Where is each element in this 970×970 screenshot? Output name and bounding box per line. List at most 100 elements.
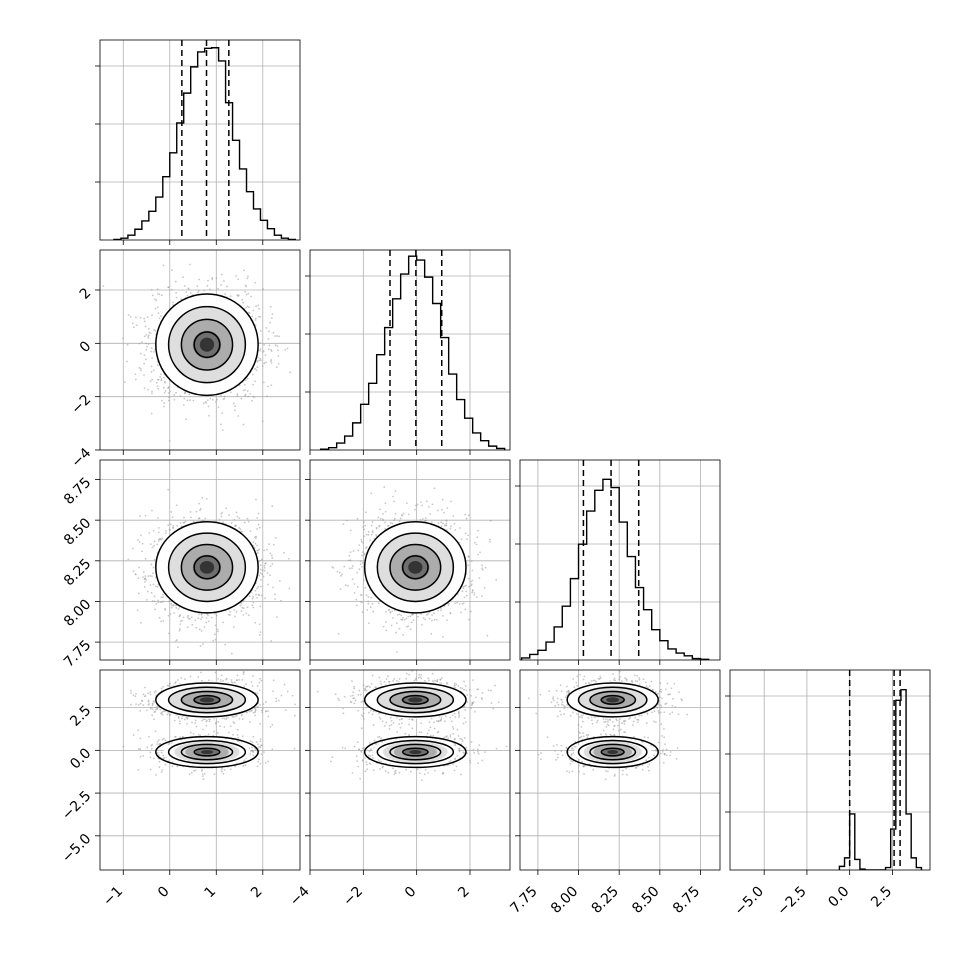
density-layer bbox=[127, 488, 291, 655]
scatter-point bbox=[268, 543, 270, 545]
scatter-point bbox=[151, 314, 153, 317]
scatter-point bbox=[203, 626, 206, 628]
scatter-point bbox=[229, 610, 232, 613]
scatter-point bbox=[147, 575, 150, 577]
scatter-point bbox=[255, 593, 257, 596]
scatter-point bbox=[467, 577, 470, 580]
scatter-point bbox=[265, 326, 268, 329]
scatter-point bbox=[142, 576, 144, 579]
scatter-point bbox=[173, 398, 176, 401]
scatter-point bbox=[351, 578, 354, 581]
scatter-point bbox=[187, 287, 190, 290]
scatter-point bbox=[370, 596, 373, 599]
scatter-point bbox=[169, 523, 172, 526]
scatter-point bbox=[164, 607, 166, 610]
scatter-point bbox=[359, 560, 362, 563]
scatter-point bbox=[269, 565, 272, 568]
scatter-point bbox=[262, 350, 265, 352]
scatter-point bbox=[156, 543, 159, 546]
scatter-point bbox=[175, 639, 178, 641]
scatter-point bbox=[352, 550, 355, 552]
scatter-point bbox=[243, 269, 245, 272]
scatter-point bbox=[371, 602, 374, 605]
scatter-point bbox=[171, 516, 174, 519]
scatter-point bbox=[371, 531, 374, 534]
scatter-point bbox=[458, 603, 461, 605]
scatter-point bbox=[249, 530, 252, 533]
scatter-point bbox=[177, 608, 180, 610]
scatter-point bbox=[152, 583, 155, 586]
scatter-point bbox=[207, 614, 209, 617]
scatter-point bbox=[402, 512, 405, 515]
scatter-point bbox=[144, 575, 147, 578]
scatter-point bbox=[162, 386, 165, 389]
scatter-point bbox=[443, 511, 445, 514]
scatter-point bbox=[232, 402, 235, 405]
scatter-point bbox=[276, 616, 278, 619]
histogram-step bbox=[520, 478, 710, 660]
scatter-point bbox=[470, 584, 473, 587]
scatter-point bbox=[476, 536, 479, 539]
scatter-point bbox=[369, 606, 372, 609]
scatter-point bbox=[153, 350, 155, 353]
scatter-point bbox=[277, 362, 280, 365]
scatter-point bbox=[147, 336, 150, 339]
scatter-point bbox=[271, 557, 274, 559]
scatter-point bbox=[426, 614, 428, 616]
scatter-point bbox=[481, 595, 483, 598]
scatter-point bbox=[174, 640, 177, 643]
scatter-point bbox=[149, 584, 152, 586]
scatter-point bbox=[202, 643, 204, 645]
scatter-point bbox=[393, 519, 395, 522]
scatter-point bbox=[391, 610, 394, 613]
scatter-point bbox=[198, 502, 200, 505]
scatter-point bbox=[368, 622, 370, 625]
scatter-point bbox=[348, 559, 350, 562]
scatter-point bbox=[233, 609, 236, 612]
scatter-point bbox=[276, 335, 279, 337]
scatter-point bbox=[375, 527, 378, 529]
scatter-point bbox=[262, 575, 265, 578]
scatter-point bbox=[160, 378, 163, 380]
scatter-point bbox=[263, 549, 266, 552]
scatter-point bbox=[189, 511, 192, 513]
scatter-point bbox=[481, 564, 483, 567]
scatter-point bbox=[192, 399, 195, 402]
scatter-point bbox=[170, 606, 173, 609]
scatter-point bbox=[178, 628, 181, 630]
scatter-point bbox=[262, 288, 265, 290]
scatter-point bbox=[276, 345, 279, 348]
scatter-point bbox=[139, 316, 142, 319]
scatter-point bbox=[251, 373, 254, 376]
scatter-point bbox=[170, 602, 173, 605]
scatter-point bbox=[250, 295, 253, 298]
scatter-point bbox=[256, 544, 258, 547]
scatter-point bbox=[229, 295, 232, 298]
scatter-point bbox=[175, 391, 177, 394]
scatter-point bbox=[183, 516, 185, 519]
scatter-point bbox=[366, 609, 369, 611]
scatter-point bbox=[428, 617, 431, 620]
scatter-point bbox=[489, 540, 491, 543]
scatter-point bbox=[137, 592, 140, 595]
scatter-point bbox=[157, 517, 159, 519]
scatter-point bbox=[393, 517, 396, 520]
scatter-point bbox=[272, 543, 275, 546]
scatter-point bbox=[127, 558, 130, 561]
scatter-point bbox=[465, 584, 468, 587]
scatter-point bbox=[389, 611, 392, 613]
y-tick-label: 8.75 bbox=[61, 475, 94, 508]
scatter-point bbox=[150, 591, 153, 594]
scatter-point bbox=[151, 392, 153, 395]
scatter-point bbox=[363, 528, 366, 531]
scatter-point bbox=[157, 312, 160, 315]
scatter-point bbox=[157, 599, 160, 602]
scatter-point bbox=[235, 511, 238, 514]
scatter-point bbox=[268, 330, 270, 333]
scatter-point bbox=[348, 567, 351, 570]
scatter-point bbox=[466, 538, 468, 541]
scatter-point bbox=[477, 529, 479, 532]
scatter-point bbox=[370, 533, 373, 536]
scatter-point bbox=[258, 307, 260, 310]
scatter-point bbox=[157, 540, 160, 542]
